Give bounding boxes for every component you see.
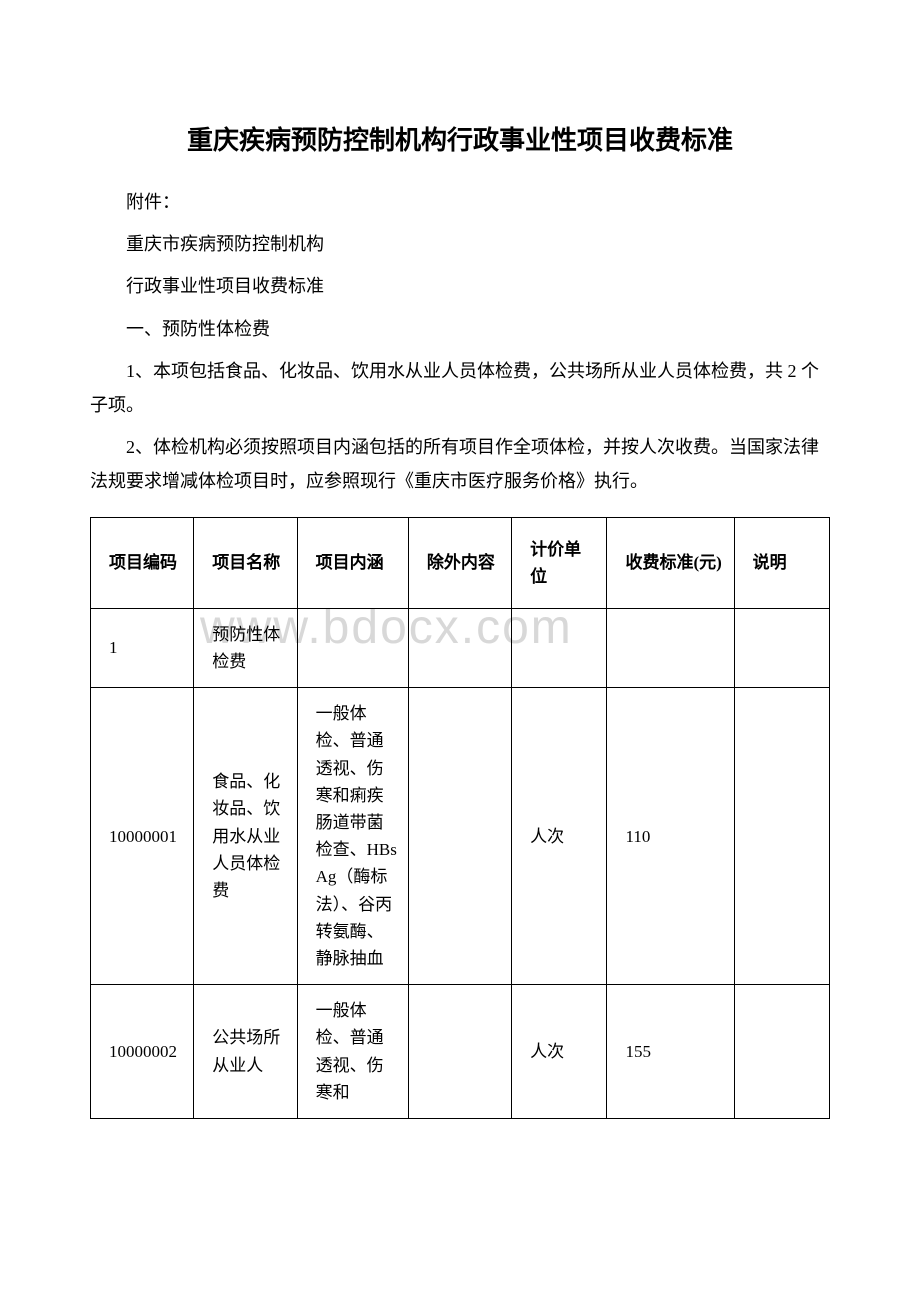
- header-content: 项目内涵: [297, 517, 408, 608]
- header-code: 项目编码: [91, 517, 194, 608]
- cell-exclude: [408, 688, 511, 985]
- table-row: 10000002 公共场所从业人 一般体检、普通透视、伤寒和 人次 155: [91, 985, 830, 1119]
- cell-exclude: [408, 608, 511, 687]
- cell-content: 一般体检、普通透视、伤寒和痢疾肠道带菌检查、HBsAg（酶标法）、谷丙转氨酶、静…: [297, 688, 408, 985]
- paragraph-section-1: 一、预防性体检费: [90, 312, 830, 346]
- cell-unit: [512, 608, 607, 687]
- cell-exclude: [408, 985, 511, 1119]
- cell-note: [734, 608, 829, 687]
- cell-name: 食品、化妆品、饮用水从业人员体检费: [194, 688, 297, 985]
- table-row: 10000001 食品、化妆品、饮用水从业人员体检费 一般体检、普通透视、伤寒和…: [91, 688, 830, 985]
- header-exclude: 除外内容: [408, 517, 511, 608]
- paragraph-subtitle: 行政事业性项目收费标准: [90, 269, 830, 303]
- header-unit: 计价单位: [512, 517, 607, 608]
- cell-unit: 人次: [512, 688, 607, 985]
- cell-code: 1: [91, 608, 194, 687]
- paragraph-org: 重庆市疾病预防控制机构: [90, 227, 830, 261]
- cell-note: [734, 688, 829, 985]
- cell-fee: 110: [607, 688, 734, 985]
- header-fee: 收费标准(元): [607, 517, 734, 608]
- header-note: 说明: [734, 517, 829, 608]
- cell-name: 预防性体检费: [194, 608, 297, 687]
- paragraph-item-2: 2、体检机构必须按照项目内涵包括的所有项目作全项体检，并按人次收费。当国家法律法…: [90, 430, 830, 498]
- cell-unit: 人次: [512, 985, 607, 1119]
- cell-note: [734, 985, 829, 1119]
- cell-content: [297, 608, 408, 687]
- cell-fee: 155: [607, 985, 734, 1119]
- paragraph-item-1: 1、本项包括食品、化妆品、饮用水从业人员体检费，公共场所从业人员体检费，共 2 …: [90, 354, 830, 422]
- cell-name: 公共场所从业人: [194, 985, 297, 1119]
- table-row: 1 预防性体检费: [91, 608, 830, 687]
- header-name: 项目名称: [194, 517, 297, 608]
- paragraph-attachment: 附件：: [90, 185, 830, 219]
- cell-code: 10000002: [91, 985, 194, 1119]
- cell-code: 10000001: [91, 688, 194, 985]
- fee-table: 项目编码 项目名称 项目内涵 除外内容 计价单位 收费标准(元) 说明 1 预防…: [90, 517, 830, 1119]
- page-title: 重庆疾病预防控制机构行政事业性项目收费标准: [90, 120, 830, 157]
- cell-content: 一般体检、普通透视、伤寒和: [297, 985, 408, 1119]
- table-header-row: 项目编码 项目名称 项目内涵 除外内容 计价单位 收费标准(元) 说明: [91, 517, 830, 608]
- cell-fee: [607, 608, 734, 687]
